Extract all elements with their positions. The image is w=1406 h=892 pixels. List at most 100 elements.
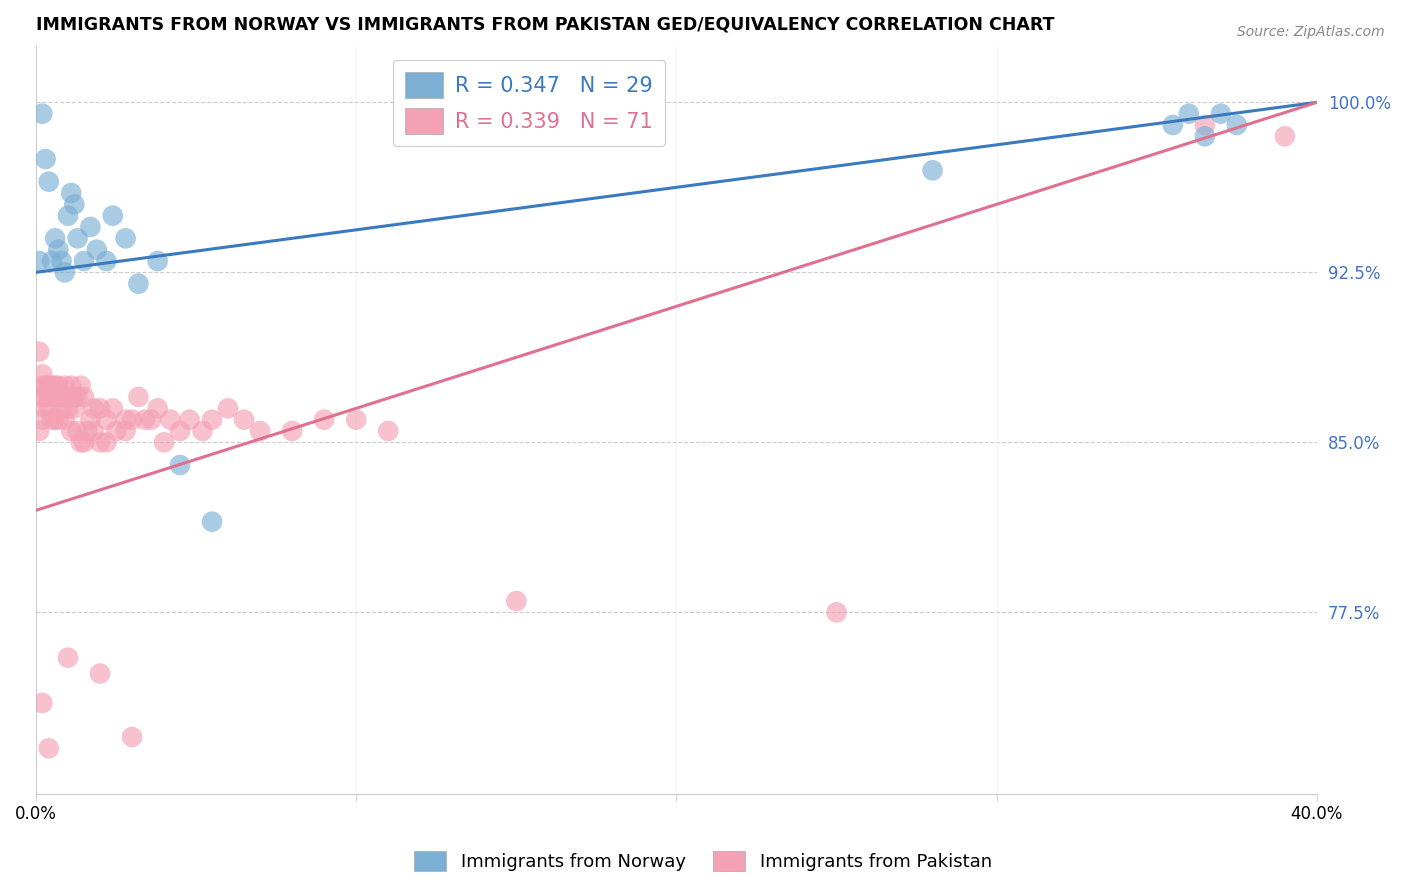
Point — [38, 378, 60, 392]
Point — [114, 424, 136, 438]
Point — [146, 254, 169, 268]
Point — [60, 424, 83, 438]
Point — [179, 412, 201, 426]
Point — [56, 650, 79, 665]
Point — [53, 378, 76, 392]
Point — [69, 435, 91, 450]
Point — [56, 209, 79, 223]
Point — [34, 390, 56, 404]
Point — [121, 412, 143, 426]
Point — [344, 412, 367, 426]
Point — [121, 730, 143, 744]
Point — [114, 412, 136, 426]
Point — [60, 378, 83, 392]
Point — [76, 424, 98, 438]
Point — [48, 412, 70, 426]
Point — [101, 401, 124, 416]
Point — [63, 390, 86, 404]
Point — [41, 390, 63, 404]
Point — [1226, 118, 1249, 132]
Point — [233, 412, 256, 426]
Point — [38, 401, 60, 416]
Point — [101, 209, 124, 223]
Point — [73, 254, 96, 268]
Point — [69, 378, 91, 392]
Point — [1209, 106, 1232, 120]
Point — [66, 424, 89, 438]
Point — [44, 390, 66, 404]
Point — [73, 435, 96, 450]
Point — [191, 424, 214, 438]
Point — [48, 378, 70, 392]
Point — [1274, 129, 1296, 144]
Point — [89, 666, 111, 681]
Point — [48, 390, 70, 404]
Point — [89, 435, 111, 450]
Point — [28, 424, 51, 438]
Point — [53, 265, 76, 279]
Point — [28, 390, 51, 404]
Point — [89, 401, 111, 416]
Point — [83, 401, 105, 416]
Point — [28, 254, 51, 268]
Point — [41, 412, 63, 426]
Point — [63, 197, 86, 211]
Point — [28, 344, 51, 359]
Point — [38, 175, 60, 189]
Point — [201, 412, 224, 426]
Point — [217, 401, 239, 416]
Point — [38, 741, 60, 756]
Point — [281, 424, 304, 438]
Point — [249, 424, 271, 438]
Point — [127, 390, 149, 404]
Point — [921, 163, 943, 178]
Point — [53, 412, 76, 426]
Point — [66, 390, 89, 404]
Point — [96, 412, 118, 426]
Point — [56, 390, 79, 404]
Text: IMMIGRANTS FROM NORWAY VS IMMIGRANTS FROM PAKISTAN GED/EQUIVALENCY CORRELATION C: IMMIGRANTS FROM NORWAY VS IMMIGRANTS FRO… — [37, 15, 1054, 33]
Point — [31, 378, 53, 392]
Legend: R = 0.347   N = 29, R = 0.339   N = 71: R = 0.347 N = 29, R = 0.339 N = 71 — [392, 60, 665, 146]
Point — [44, 231, 66, 245]
Point — [63, 401, 86, 416]
Point — [86, 243, 108, 257]
Point — [66, 231, 89, 245]
Point — [141, 412, 163, 426]
Point — [34, 152, 56, 166]
Point — [83, 424, 105, 438]
Point — [96, 254, 118, 268]
Point — [31, 368, 53, 382]
Point — [79, 219, 101, 234]
Point — [31, 696, 53, 710]
Point — [377, 424, 399, 438]
Point — [48, 243, 70, 257]
Point — [1194, 129, 1216, 144]
Point — [169, 458, 191, 472]
Point — [56, 401, 79, 416]
Point — [134, 412, 156, 426]
Point — [505, 594, 527, 608]
Point — [44, 412, 66, 426]
Point — [73, 390, 96, 404]
Point — [38, 390, 60, 404]
Point — [146, 401, 169, 416]
Point — [60, 186, 83, 200]
Point — [31, 106, 53, 120]
Point — [1194, 118, 1216, 132]
Point — [34, 401, 56, 416]
Point — [159, 412, 181, 426]
Point — [825, 605, 848, 619]
Point — [114, 231, 136, 245]
Point — [41, 254, 63, 268]
Legend: Immigrants from Norway, Immigrants from Pakistan: Immigrants from Norway, Immigrants from … — [406, 844, 1000, 879]
Point — [169, 424, 191, 438]
Point — [153, 435, 176, 450]
Point — [31, 412, 53, 426]
Point — [51, 401, 73, 416]
Point — [51, 254, 73, 268]
Point — [51, 390, 73, 404]
Text: Source: ZipAtlas.com: Source: ZipAtlas.com — [1237, 25, 1385, 39]
Point — [1178, 106, 1201, 120]
Point — [127, 277, 149, 291]
